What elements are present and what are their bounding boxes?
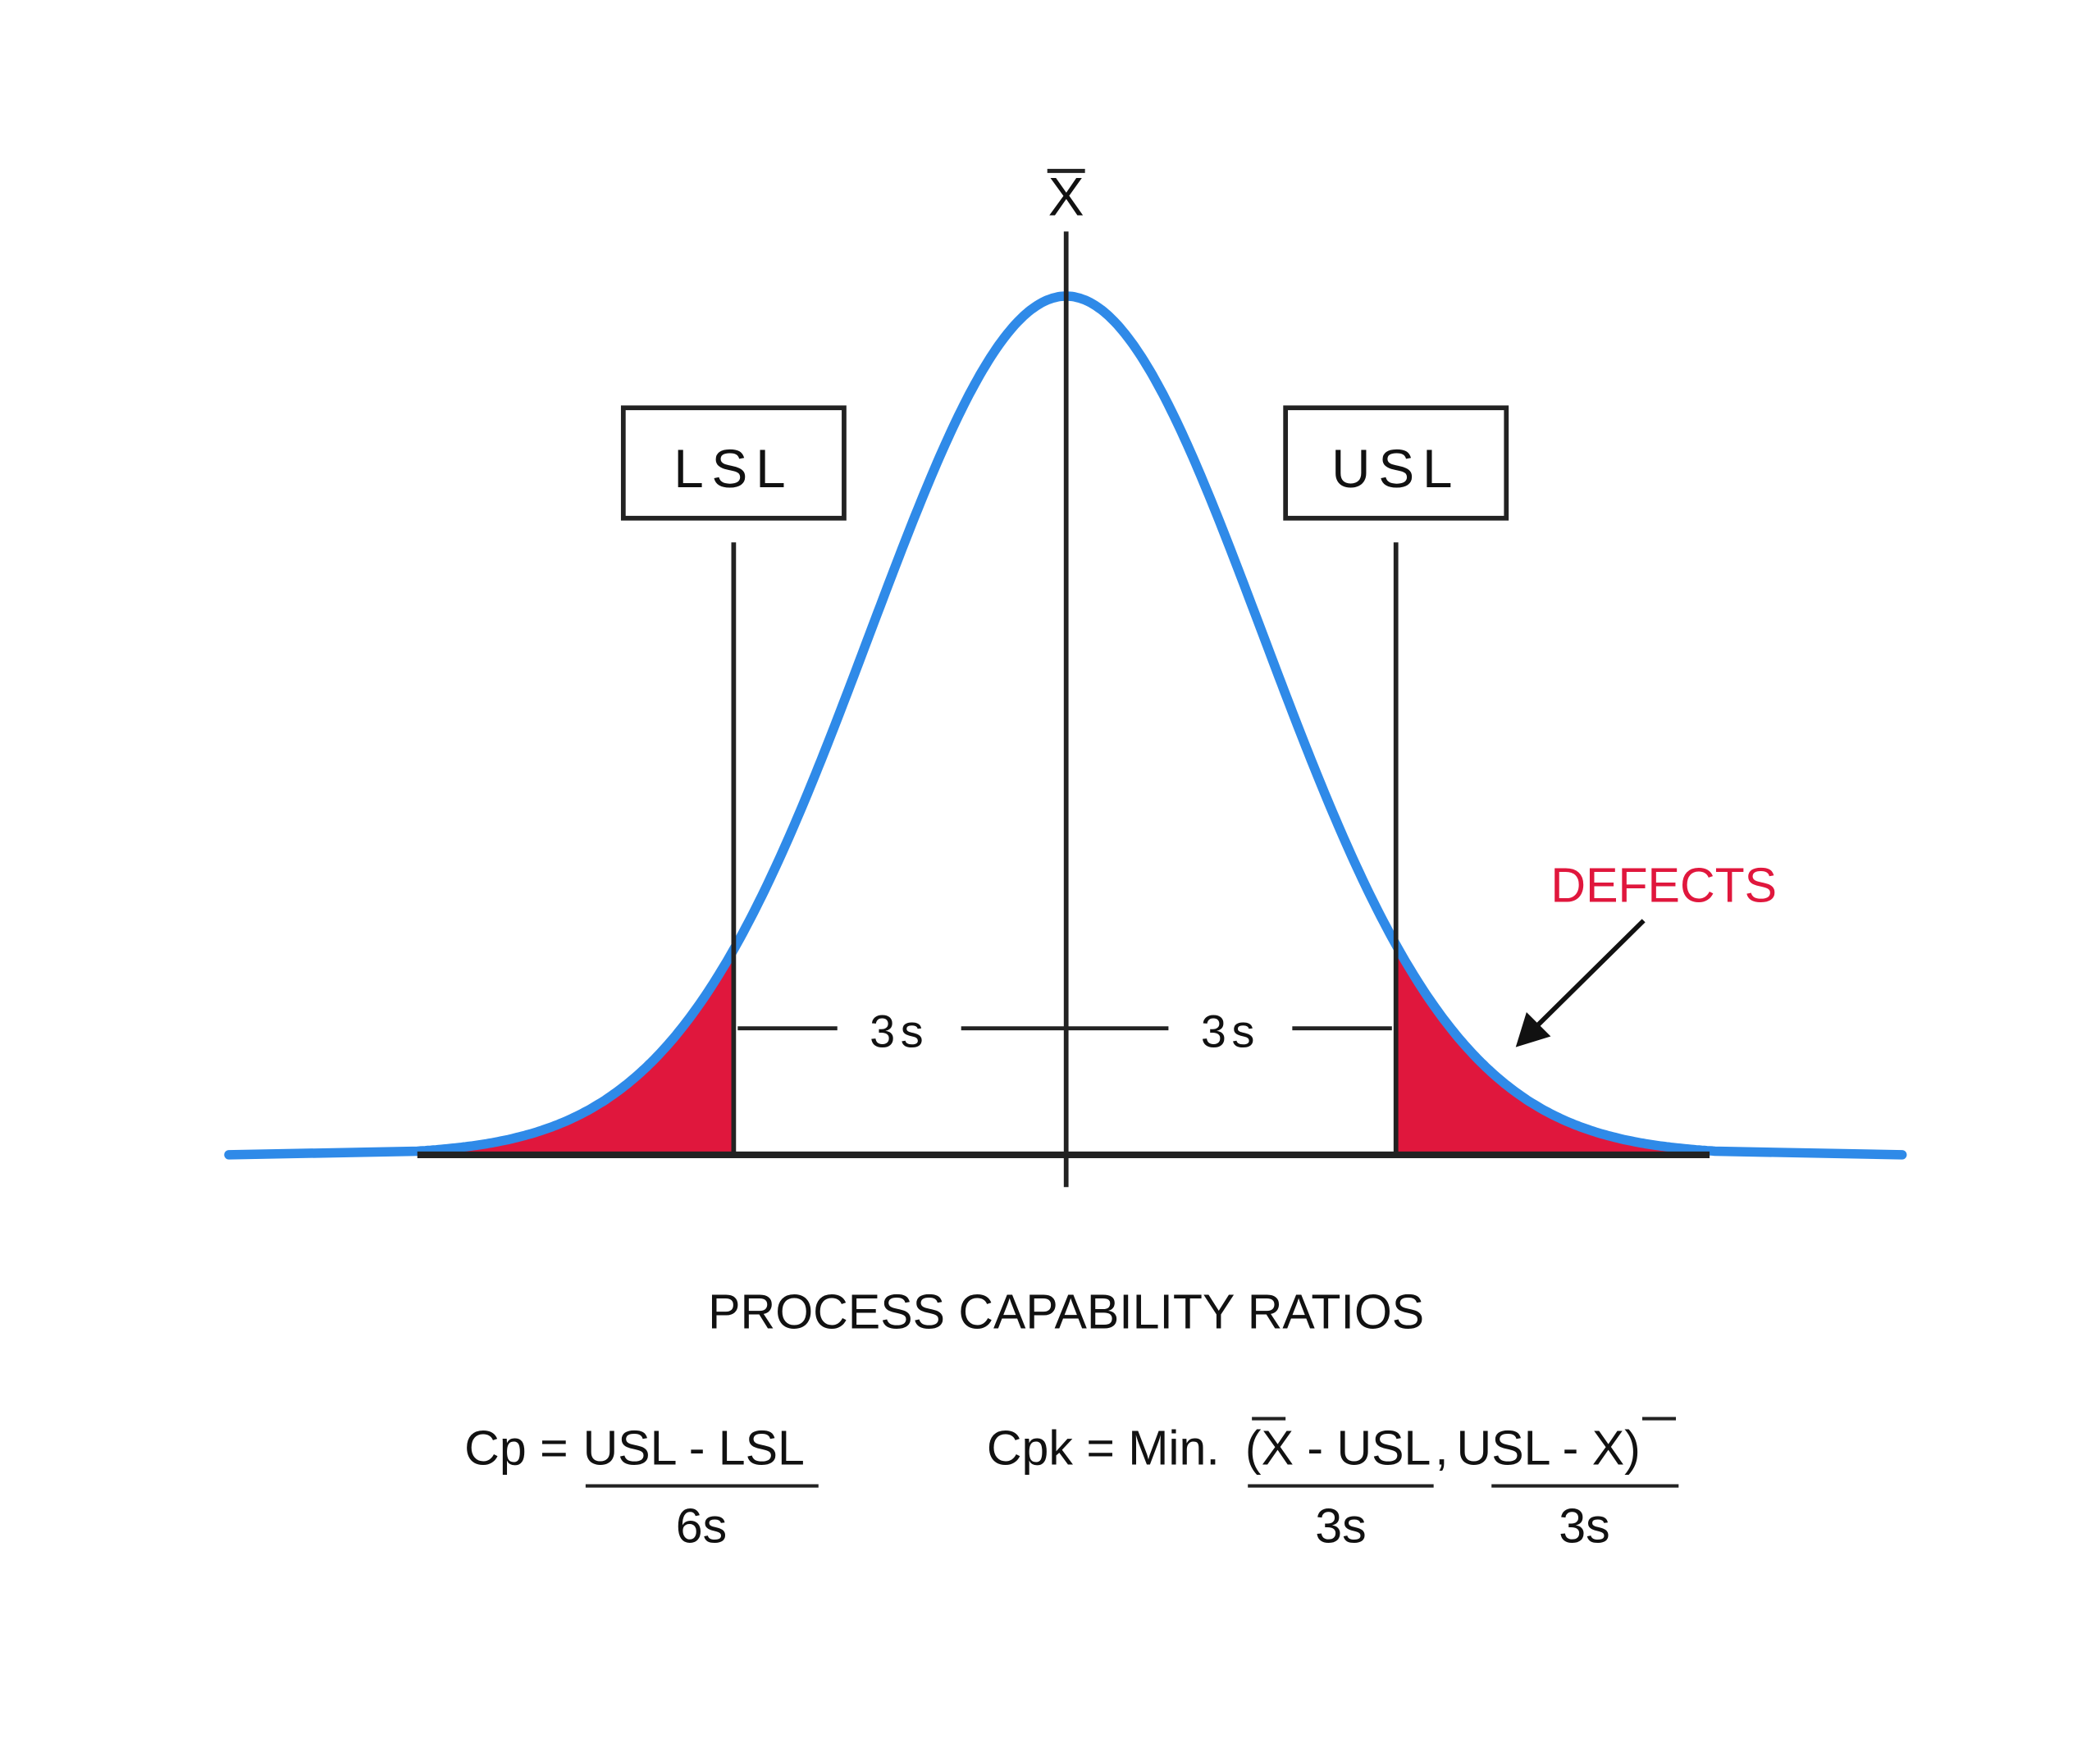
defects-label: DEFECTS [1550,858,1777,912]
lsl-label: LSL [673,439,793,499]
cpk-lhs: Cpk = Min. [987,1421,1220,1475]
arrow-head [1515,1011,1551,1047]
cpk-numerator: (X - USL [1245,1421,1431,1475]
cp-numerator: USL - LSL [583,1421,805,1475]
usl-label: USL [1331,439,1460,499]
arrow-shaft [1532,919,1646,1030]
cp-lhs: Cp = [464,1421,568,1475]
defect-area [1395,944,1710,1155]
lsl-box [620,405,847,521]
separator: , [1435,1421,1448,1475]
mean-label: X [1048,167,1084,227]
cp-denominator: 6s [676,1499,727,1554]
cpk-numerator: USL - X) [1457,1421,1641,1475]
defect-area [417,951,734,1155]
title: PROCESS CAPABILITY RATIOS [708,1285,1424,1339]
cpk-denominator: 3s [1315,1499,1366,1554]
left-span: 3s [870,1006,929,1057]
cpk-denominator: 3s [1559,1499,1609,1554]
right-span: 3s [1201,1006,1260,1057]
usl-box [1283,405,1509,521]
